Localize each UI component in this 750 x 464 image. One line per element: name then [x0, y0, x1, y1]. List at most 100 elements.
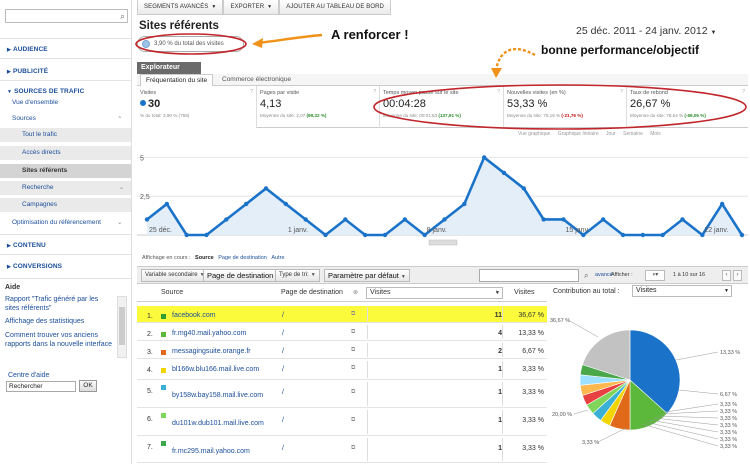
data-point[interactable]	[283, 201, 289, 207]
search-icon[interactable]: ⌕	[119, 11, 125, 21]
table-row[interactable]: 4. bl166w.blu166.mail.live.com / ⧉ 1 3,33 %	[137, 360, 547, 380]
help-icon[interactable]: ?	[373, 89, 376, 95]
col-destination[interactable]: Page de destination	[281, 289, 343, 296]
external-link-icon[interactable]: ⧉	[351, 417, 356, 423]
col-source[interactable]: Source	[161, 289, 184, 296]
data-point[interactable]	[600, 217, 606, 222]
help-icon[interactable]: ?	[250, 89, 253, 95]
metric-pages-per-visit[interactable]: Pages par visite 4,13 Moyenne du site: 2…	[257, 86, 380, 128]
landing-page-button[interactable]: Page de destination▼	[203, 269, 285, 282]
source-link[interactable]: fr.mc295.mail.yahoo.com	[172, 448, 250, 455]
data-point[interactable]	[541, 217, 546, 222]
data-point[interactable]	[144, 217, 150, 222]
chevron-up-icon[interactable]: ⌃	[117, 116, 123, 123]
sidebar-item-search[interactable]: Recherche ⌄	[0, 181, 131, 195]
data-point[interactable]	[581, 232, 586, 238]
source-link[interactable]: du101w.dub101.mail.live.com	[172, 420, 264, 427]
add-dashboard-button[interactable]: AJOUTER AU TABLEAU DE BORD	[279, 0, 391, 15]
source-link[interactable]: bl166w.blu166.mail.live.com	[172, 366, 260, 373]
prev-page-icon[interactable]: ‹	[722, 270, 731, 281]
metric-visits[interactable]: Visites 30 % du total: 3,90 % (769) ?	[137, 86, 257, 128]
data-point[interactable]	[263, 186, 269, 191]
data-point[interactable]	[739, 232, 745, 238]
display-landing-page[interactable]: Page de destination	[218, 255, 267, 261]
data-point[interactable]	[481, 155, 487, 160]
chart-week-button[interactable]: Semaine	[623, 131, 643, 137]
data-point[interactable]	[184, 232, 189, 238]
destination-link[interactable]: /	[282, 348, 284, 355]
data-point[interactable]	[561, 217, 566, 222]
data-point[interactable]	[224, 217, 229, 222]
sidebar-item-all-traffic[interactable]: Tout le trafic	[0, 128, 131, 142]
scroll-thumb[interactable]	[119, 307, 125, 345]
data-point[interactable]	[382, 232, 388, 238]
col-visits[interactable]: Visites	[514, 289, 535, 296]
destination-link[interactable]: /	[282, 417, 284, 424]
chart-line-button[interactable]: Graphique linéaire	[557, 131, 599, 137]
sidebar-item-campaigns[interactable]: Campagnes	[0, 198, 131, 212]
table-search-input[interactable]	[479, 269, 579, 282]
display-other[interactable]: Autre	[271, 255, 285, 261]
external-link-icon[interactable]: ⧉	[351, 329, 356, 335]
nav-contenu[interactable]: ▶ CONTENU	[7, 242, 46, 249]
source-link[interactable]: fr.mg40.mail.yahoo.com	[172, 330, 247, 337]
destination-link[interactable]: /	[282, 312, 284, 319]
data-point[interactable]	[462, 201, 467, 207]
help-icon[interactable]: ?	[497, 89, 500, 95]
chart-view-button[interactable]: Vue graphique	[518, 131, 551, 137]
nav-sources[interactable]: ▼ SOURCES DE TRAFIC	[7, 88, 85, 95]
help-search-input[interactable]: Rechercher	[6, 381, 76, 392]
segments-button[interactable]: SEGMENTS AVANCÉS ▼	[137, 0, 224, 15]
table-row[interactable]: 3. messagingsuite.orange.fr / ⧉ 2 6,67 %	[137, 342, 547, 359]
data-point[interactable]	[422, 232, 427, 238]
data-point[interactable]	[501, 170, 507, 176]
date-range-picker[interactable]: 25 déc. 2011 - 24 janv. 2012 ▼	[576, 25, 717, 37]
data-point[interactable]	[243, 201, 249, 207]
help-link-referrals[interactable]: Rapport "Trafic généré par les sites réf…	[5, 296, 99, 312]
search-icon[interactable]: ⌕	[584, 271, 589, 280]
help-ok-button[interactable]: OK	[79, 380, 97, 392]
help-link-old-reports[interactable]: Comment trouver vos anciens rapports dan…	[5, 332, 113, 348]
external-link-icon[interactable]: ⧉	[351, 389, 356, 395]
tab-ecommerce[interactable]: Commerce électronique	[222, 76, 292, 83]
display-source[interactable]: Source	[195, 255, 214, 261]
external-link-icon[interactable]: ⧉	[351, 311, 356, 317]
metric-new-visits[interactable]: Nouvelles visites (en %) 53,33 % Moyenne…	[504, 86, 627, 128]
nav-overview[interactable]: Vue d'ensemble	[12, 99, 59, 106]
data-point[interactable]	[640, 232, 646, 238]
data-point[interactable]	[303, 217, 308, 222]
help-scrollbar[interactable]	[117, 296, 127, 358]
source-link[interactable]: by158w.bay158.mail.live.com	[172, 392, 264, 399]
external-link-icon[interactable]: ⧉	[351, 347, 356, 353]
data-point[interactable]	[700, 232, 705, 238]
source-link[interactable]: messagingsuite.orange.fr	[172, 348, 251, 355]
view-pie-icon[interactable]: ◑▾	[645, 270, 665, 281]
help-center-label[interactable]: Centre d'aide	[8, 372, 50, 379]
external-link-icon[interactable]: ⧉	[351, 445, 356, 451]
advanced-link[interactable]: avancé	[595, 272, 613, 278]
nav-sources-group[interactable]: Sources	[12, 115, 36, 122]
secondary-dimension-button[interactable]: Variable secondaire▼	[141, 269, 209, 282]
data-point[interactable]	[402, 217, 408, 222]
destination-link[interactable]: /	[282, 445, 284, 452]
chart-day-button[interactable]: Jour	[605, 131, 616, 137]
data-point[interactable]	[323, 232, 328, 238]
sidebar-search-input[interactable]: ⌕	[5, 9, 128, 23]
external-link-icon[interactable]: ⧉	[351, 365, 356, 371]
metric-bounce-rate[interactable]: Taux de rebond 26,67 % Moyenne du site: …	[630, 89, 745, 118]
data-point[interactable]	[343, 217, 348, 222]
help-link-display[interactable]: Affichage des statistiques	[5, 318, 85, 325]
table-row[interactable]: 5. by158w.bay158.mail.live.com / ⧉ 1 3,33 %	[137, 381, 547, 408]
chart-month-button[interactable]: Mois	[650, 131, 661, 137]
data-point[interactable]	[719, 201, 725, 207]
data-point[interactable]	[620, 232, 626, 238]
data-point[interactable]	[362, 232, 368, 238]
sort-default-button[interactable]: Paramètre par défaut ▼	[324, 269, 410, 282]
nav-audience[interactable]: ▶ AUDIENCE	[7, 46, 48, 53]
data-point[interactable]	[660, 232, 665, 238]
source-link[interactable]: facebook.com	[172, 312, 216, 319]
table-row[interactable]: 1. facebook.com / ⧉ 11 36,67 %	[137, 306, 547, 323]
metric-select[interactable]: Visites ▼	[366, 287, 503, 299]
sort-type-button[interactable]: Type de tri: ▼	[275, 269, 320, 282]
destination-link[interactable]: /	[282, 366, 284, 373]
